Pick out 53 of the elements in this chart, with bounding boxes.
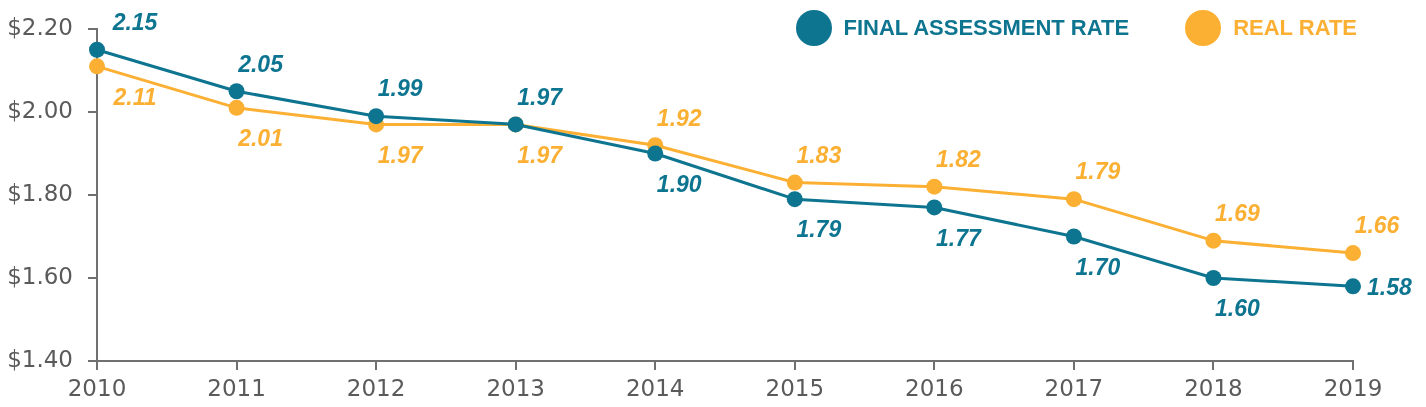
x-tick-label: 2012 [346, 374, 406, 401]
point [228, 83, 245, 100]
point [1065, 228, 1082, 245]
x-tick-label: 2016 [905, 374, 964, 401]
data-label: 1.97 [517, 83, 564, 110]
data-label: 1.99 [377, 75, 423, 102]
point [228, 99, 245, 116]
data-label: 1.83 [796, 141, 842, 168]
x-tick-label: 2010 [67, 374, 127, 401]
point [926, 199, 943, 216]
data-label: 2.11 [112, 83, 157, 110]
x-tick-label: 2015 [765, 374, 825, 401]
y-tick-label: $2.00 [7, 96, 73, 123]
data-label: 1.82 [935, 146, 981, 173]
point [1345, 278, 1361, 295]
point [786, 174, 803, 191]
x-tick-label: 2011 [207, 374, 266, 401]
data-label: 2.15 [111, 9, 159, 36]
data-label: 1.60 [1215, 295, 1261, 322]
point [89, 41, 105, 58]
point [89, 58, 105, 75]
x-tick-label: 2018 [1184, 374, 1243, 401]
point [1345, 245, 1361, 262]
data-label: 2.05 [237, 50, 285, 77]
data-label: 1.66 [1354, 212, 1400, 239]
data-label: 1.79 [1075, 158, 1121, 185]
data-label: 1.92 [656, 104, 702, 131]
y-tick-label: $1.40 [7, 345, 73, 372]
data-label: 1.58 [1367, 273, 1412, 300]
data-label: 1.97 [377, 141, 424, 168]
x-tick-label: 2014 [625, 374, 685, 401]
y-tick-label: $2.20 [7, 13, 73, 40]
data-label: 1.79 [796, 216, 842, 243]
data-label: 2.01 [237, 125, 283, 152]
point [1205, 232, 1222, 249]
x-tick-label: 2017 [1044, 374, 1104, 401]
data-label: 1.69 [1215, 199, 1261, 226]
point [647, 145, 664, 162]
legend-label: FINAL ASSESSMENT RATE [843, 15, 1130, 41]
point [368, 108, 385, 125]
y-tick-label: $1.80 [7, 179, 73, 206]
point [786, 191, 803, 208]
x-tick-label: 2013 [486, 374, 545, 401]
data-label: 1.97 [517, 141, 564, 168]
x-tick-label: 2019 [1323, 374, 1383, 401]
legend-label: REAL RATE [1233, 15, 1357, 41]
data-label: 1.77 [935, 224, 982, 251]
point [1065, 191, 1082, 208]
y-tick-label: $1.60 [7, 262, 73, 289]
point [1205, 270, 1222, 286]
data-label: 1.90 [656, 170, 702, 197]
data-label: 1.70 [1075, 253, 1121, 280]
point [926, 178, 943, 195]
